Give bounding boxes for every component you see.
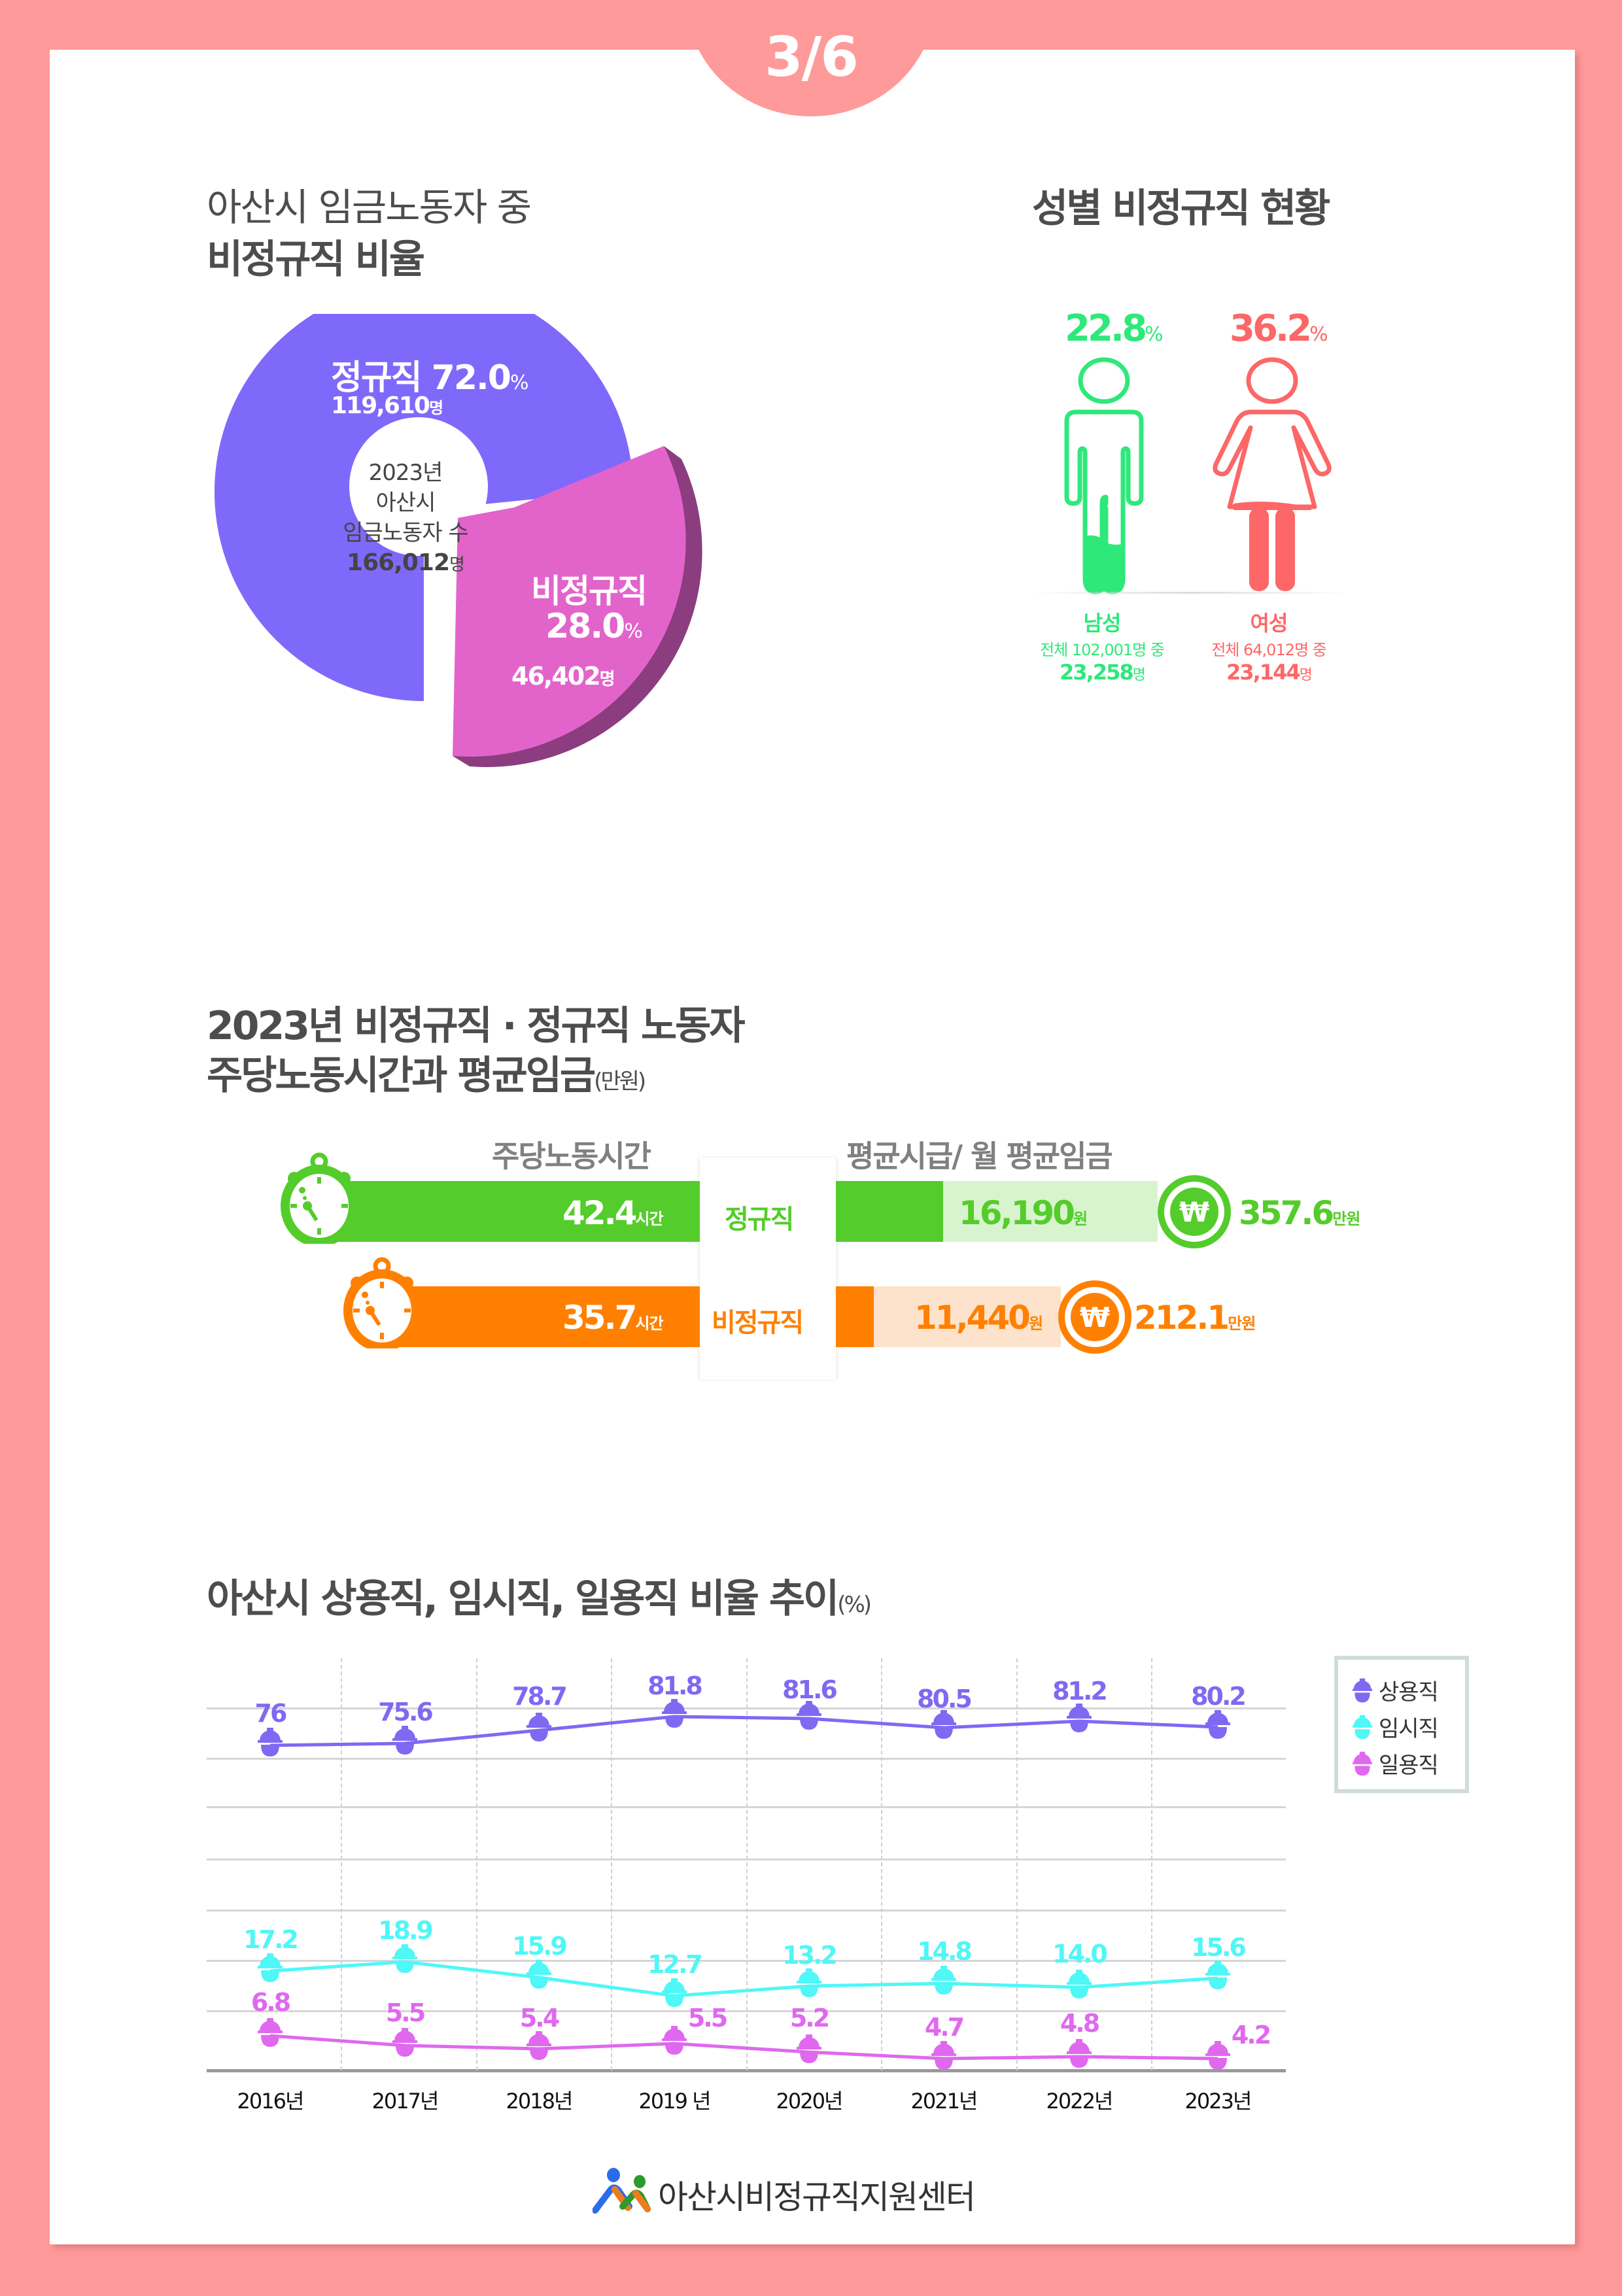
donut-segment-nonregular	[453, 446, 686, 757]
male-stats: 남성 전체 102,001명 중 23,258명	[1040, 611, 1165, 685]
male-figure-icon	[1064, 357, 1144, 594]
point-label-regular: 78.7	[512, 1682, 568, 1711]
point-label-regular: 75.6	[378, 1698, 434, 1726]
point-label-temporary: 14.8	[917, 1937, 973, 1966]
point-label-daily: 5.4	[519, 2004, 560, 2032]
org-name: 아산시비정규직지원센터	[658, 2178, 976, 2216]
point-label-daily: 5.5	[385, 1998, 426, 2027]
column-separator	[611, 1658, 612, 2070]
hourly-bar-regular	[836, 1181, 943, 1242]
hours-value-regular: 42.4시간	[562, 1194, 664, 1232]
hardhat-icon	[1353, 1678, 1372, 1702]
nonregular-label: 비정규직	[531, 572, 647, 610]
point-label-daily: 6.8	[250, 1988, 291, 2017]
column-separator	[341, 1658, 342, 2070]
hours-header: 주당노동시간	[492, 1139, 651, 1174]
category-column	[700, 1157, 836, 1380]
section3-title-line1: 2023년 비정규직 · 정규직 노동자	[207, 1003, 746, 1049]
category-label-nonregular: 비정규직	[712, 1308, 804, 1338]
point-label-temporary: 15.6	[1191, 1933, 1247, 1962]
point-label-daily: 4.7	[924, 2013, 965, 2042]
donut-center-text: 2023년 아산시 임금노동자 수 166,012명	[343, 460, 469, 576]
point-label-regular: 80.5	[917, 1685, 973, 1713]
section4-title: 아산시 상용직, 임시직, 일용직 비율 추이(%)	[207, 1576, 872, 1622]
hours-bar-regular	[318, 1181, 700, 1242]
x-axis-label: 2018년	[506, 2089, 574, 2114]
column-separator	[881, 1658, 882, 2070]
hourly-bar-nonregular-bg	[874, 1286, 1061, 1347]
stopwatch-icon-regular	[281, 1152, 358, 1244]
female-percent: 36.2%	[1230, 307, 1328, 350]
monthly-wage-regular: 357.6만원	[1239, 1194, 1360, 1232]
legend-item-temporary: 임시직	[1353, 1711, 1439, 1743]
regular-label: 정규직 72.0%	[331, 358, 528, 398]
female-figure-icon	[1213, 357, 1332, 591]
nonregular-count: 46,402명	[511, 662, 615, 691]
org-logo-icon	[593, 2168, 651, 2214]
x-axis-label: 2023년	[1184, 2089, 1252, 2114]
column-separator	[1016, 1658, 1018, 2070]
hourly-wage-nonregular: 11,440원	[914, 1299, 1043, 1337]
point-label-regular: 81.6	[782, 1675, 838, 1704]
point-label-daily: 5.2	[789, 2004, 830, 2032]
legend-item-regular: 상용직	[1353, 1674, 1439, 1706]
point-label-temporary: 13.2	[782, 1941, 838, 1970]
female-stats: 여성 전체 64,012명 중 23,144명	[1211, 611, 1327, 685]
section1-title-line1: 아산시 임금노동자 중	[207, 185, 532, 230]
x-axis-label: 2017년	[371, 2089, 440, 2114]
page-indicator: 3/6	[765, 25, 859, 89]
chart-legend: 상용직 임시직 일용직	[1334, 1656, 1469, 1793]
section2-title: 성별 비정규직 현황	[1032, 186, 1330, 231]
stopwatch-icon-nonregular	[343, 1257, 421, 1348]
point-label-temporary: 15.9	[512, 1932, 568, 1961]
point-label-regular: 81.2	[1052, 1677, 1108, 1705]
point-label-temporary: 14.0	[1052, 1940, 1108, 1968]
hardhat-icon	[1353, 1715, 1372, 1739]
point-label-temporary: 18.9	[378, 1916, 434, 1945]
wage-header: 평균시급/ 월 평균임금	[846, 1139, 1113, 1174]
x-axis	[207, 2069, 1286, 2072]
won-icon-nonregular: ₩	[1058, 1280, 1131, 1354]
nonregular-percent: 28.0%	[545, 607, 643, 646]
point-label-regular: 76	[254, 1699, 288, 1728]
x-axis-label: 2019 년	[638, 2089, 711, 2114]
won-icon-regular: ₩	[1158, 1175, 1231, 1248]
hourly-wage-regular: 16,190원	[959, 1194, 1088, 1232]
gender-baseline	[1030, 592, 1351, 594]
x-axis-label: 2016년	[237, 2089, 305, 2114]
point-label-regular: 80.2	[1191, 1682, 1247, 1711]
point-label-regular: 81.8	[647, 1671, 703, 1700]
monthly-wage-nonregular: 212.1만원	[1134, 1299, 1256, 1337]
point-label-temporary: 17.2	[243, 1925, 299, 1954]
point-label-temporary: 12.7	[647, 1950, 703, 1979]
column-separator	[746, 1658, 748, 2070]
regular-count: 119,610명	[331, 392, 443, 419]
point-label-daily: 5.5	[687, 2004, 728, 2032]
x-axis-label: 2021년	[910, 2089, 978, 2114]
column-separator	[476, 1658, 477, 2070]
point-label-daily: 4.2	[1231, 2021, 1271, 2049]
x-axis-label: 2022년	[1046, 2089, 1114, 2114]
donut-chart	[215, 314, 702, 767]
column-separator	[1151, 1658, 1152, 2070]
hourly-bar-nonregular	[836, 1286, 874, 1347]
hourly-bar-regular-bg	[943, 1181, 1158, 1242]
section3-title-line2: 주당노동시간과 평균임금(만원)	[207, 1053, 646, 1099]
x-axis-label: 2020년	[776, 2089, 844, 2114]
hours-value-nonregular: 35.7시간	[562, 1299, 664, 1337]
hours-bar-nonregular	[400, 1286, 700, 1347]
point-label-daily: 4.8	[1060, 2009, 1100, 2038]
male-percent: 22.8%	[1065, 307, 1164, 350]
section1-title-line2: 비정규직 비율	[207, 237, 425, 283]
hardhat-icon	[1353, 1751, 1372, 1775]
category-label-regular: 정규직	[725, 1205, 794, 1235]
legend-item-daily: 일용직	[1353, 1747, 1439, 1779]
